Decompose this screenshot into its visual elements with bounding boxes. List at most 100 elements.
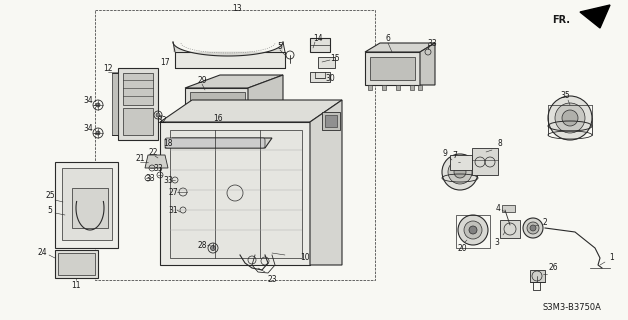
Polygon shape — [325, 115, 337, 127]
Polygon shape — [185, 88, 248, 112]
Text: 5: 5 — [48, 205, 52, 214]
Text: 11: 11 — [71, 281, 81, 290]
Polygon shape — [118, 68, 158, 140]
Text: 3: 3 — [495, 237, 499, 246]
Circle shape — [156, 113, 160, 117]
Polygon shape — [310, 72, 330, 82]
Polygon shape — [310, 38, 330, 52]
Circle shape — [555, 103, 585, 133]
Text: 20: 20 — [457, 244, 467, 252]
Text: 34: 34 — [83, 124, 93, 132]
Text: 28: 28 — [197, 241, 207, 250]
Polygon shape — [248, 75, 283, 112]
Text: 23: 23 — [267, 276, 277, 284]
Polygon shape — [145, 155, 168, 168]
Text: 13: 13 — [232, 4, 242, 12]
Circle shape — [96, 131, 100, 135]
Text: 33: 33 — [153, 164, 163, 172]
Polygon shape — [55, 162, 118, 248]
Polygon shape — [165, 138, 272, 148]
FancyBboxPatch shape — [165, 138, 265, 148]
Text: 1: 1 — [610, 253, 614, 262]
Text: 6: 6 — [386, 34, 391, 43]
Text: 34: 34 — [83, 95, 93, 105]
Text: 24: 24 — [37, 247, 47, 257]
Polygon shape — [472, 148, 498, 175]
Polygon shape — [112, 73, 118, 135]
Polygon shape — [382, 85, 386, 90]
Text: 18: 18 — [163, 139, 173, 148]
Polygon shape — [123, 108, 153, 135]
Circle shape — [448, 160, 472, 184]
Text: 25: 25 — [45, 190, 55, 199]
Polygon shape — [368, 85, 372, 90]
Circle shape — [562, 110, 578, 126]
Text: 26: 26 — [548, 263, 558, 273]
Text: 32: 32 — [157, 116, 167, 124]
Circle shape — [458, 215, 488, 245]
Circle shape — [454, 166, 466, 178]
Polygon shape — [450, 155, 472, 170]
Text: 22: 22 — [148, 148, 158, 156]
Polygon shape — [322, 112, 340, 130]
Circle shape — [527, 222, 539, 234]
Polygon shape — [420, 43, 435, 85]
Polygon shape — [418, 85, 422, 90]
Circle shape — [464, 221, 482, 239]
Polygon shape — [580, 5, 610, 28]
Text: 9: 9 — [443, 148, 447, 157]
Circle shape — [530, 225, 536, 231]
Polygon shape — [62, 168, 112, 240]
Text: 33: 33 — [427, 38, 437, 47]
Polygon shape — [410, 85, 414, 90]
Text: 7: 7 — [453, 150, 457, 159]
Text: 2: 2 — [543, 218, 548, 227]
Polygon shape — [190, 92, 245, 108]
Text: 5: 5 — [278, 42, 283, 51]
Text: 4: 4 — [495, 204, 501, 212]
Text: FR.: FR. — [552, 15, 570, 25]
Text: 27: 27 — [168, 188, 178, 196]
Text: 31: 31 — [168, 205, 178, 214]
Text: 10: 10 — [300, 253, 310, 262]
Polygon shape — [123, 73, 153, 105]
Circle shape — [469, 226, 477, 234]
Text: 30: 30 — [325, 74, 335, 83]
Text: S3M3-B3750A: S3M3-B3750A — [543, 303, 602, 313]
Polygon shape — [365, 43, 435, 52]
Circle shape — [523, 218, 543, 238]
Polygon shape — [160, 122, 310, 265]
Polygon shape — [500, 220, 520, 238]
Polygon shape — [58, 253, 95, 275]
Circle shape — [96, 103, 100, 107]
Circle shape — [548, 96, 592, 140]
Text: 14: 14 — [313, 34, 323, 43]
Text: 12: 12 — [103, 63, 113, 73]
Polygon shape — [396, 85, 400, 90]
Text: 8: 8 — [497, 139, 502, 148]
Polygon shape — [502, 205, 515, 212]
Polygon shape — [370, 57, 415, 80]
Polygon shape — [173, 42, 283, 56]
Polygon shape — [160, 100, 342, 122]
Circle shape — [442, 154, 478, 190]
Bar — [95, 10, 375, 280]
Polygon shape — [170, 130, 302, 258]
Text: 33: 33 — [163, 175, 173, 185]
Polygon shape — [310, 100, 342, 265]
Text: 29: 29 — [197, 76, 207, 84]
Text: 33: 33 — [145, 173, 155, 182]
Text: 15: 15 — [330, 53, 340, 62]
Polygon shape — [318, 57, 335, 68]
Polygon shape — [530, 270, 545, 282]
Text: 17: 17 — [160, 58, 170, 67]
Polygon shape — [175, 52, 285, 68]
Text: 21: 21 — [135, 154, 144, 163]
Polygon shape — [72, 188, 108, 228]
Circle shape — [210, 245, 215, 251]
Polygon shape — [55, 250, 98, 278]
Text: 16: 16 — [213, 114, 223, 123]
Polygon shape — [185, 75, 283, 88]
Text: 35: 35 — [560, 91, 570, 100]
Polygon shape — [365, 52, 420, 85]
